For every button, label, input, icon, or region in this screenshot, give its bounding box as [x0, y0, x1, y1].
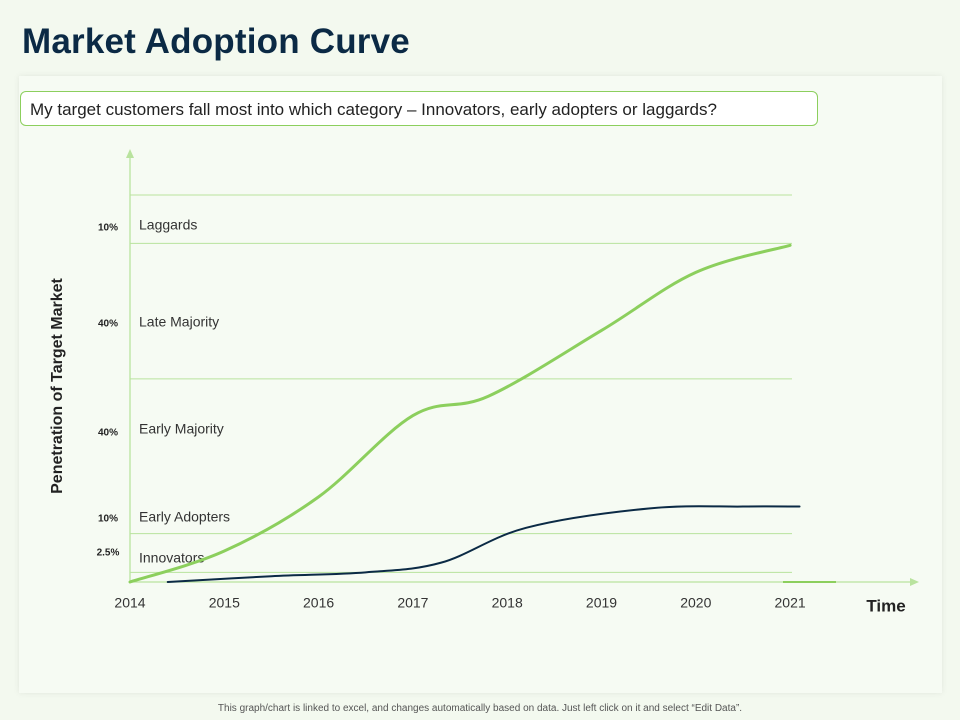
band-label: Late Majority: [139, 314, 219, 330]
x-tick-label: 2017: [397, 595, 428, 611]
band-label: Early Majority: [139, 421, 224, 437]
x-tick-label: 2014: [114, 595, 145, 611]
band-share: 40%: [98, 428, 118, 439]
band-share: 40%: [98, 319, 118, 330]
y-axis-title: Penetration of Target Market: [49, 277, 66, 493]
band-share: 10%: [98, 514, 118, 525]
x-tick-label: 2019: [586, 595, 617, 611]
series-line-navy: [166, 505, 801, 583]
band-label: Innovators: [139, 550, 204, 566]
page-title: Market Adoption Curve: [22, 22, 410, 61]
y-axis-arrow: [126, 149, 134, 158]
band-label: Early Adopters: [139, 509, 230, 525]
footnote: This graph/chart is linked to excel, and…: [217, 703, 743, 714]
x-tick-label: 2018: [492, 595, 523, 611]
x-axis-title: Time: [866, 596, 905, 615]
series-line-green: [128, 243, 792, 584]
chart-panel: [19, 76, 942, 693]
x-tick-label: 2016: [303, 595, 334, 611]
x-axis-arrow: [910, 578, 919, 586]
band-share: 2.5%: [97, 548, 120, 559]
x-tick-label: 2015: [209, 595, 240, 611]
band-share: 10%: [98, 223, 118, 234]
x-tick-label: 2021: [775, 595, 806, 611]
band-label: Laggards: [139, 217, 197, 233]
x-tick-label: 2020: [680, 595, 711, 611]
question-box: My target customers fall most into which…: [20, 91, 818, 126]
